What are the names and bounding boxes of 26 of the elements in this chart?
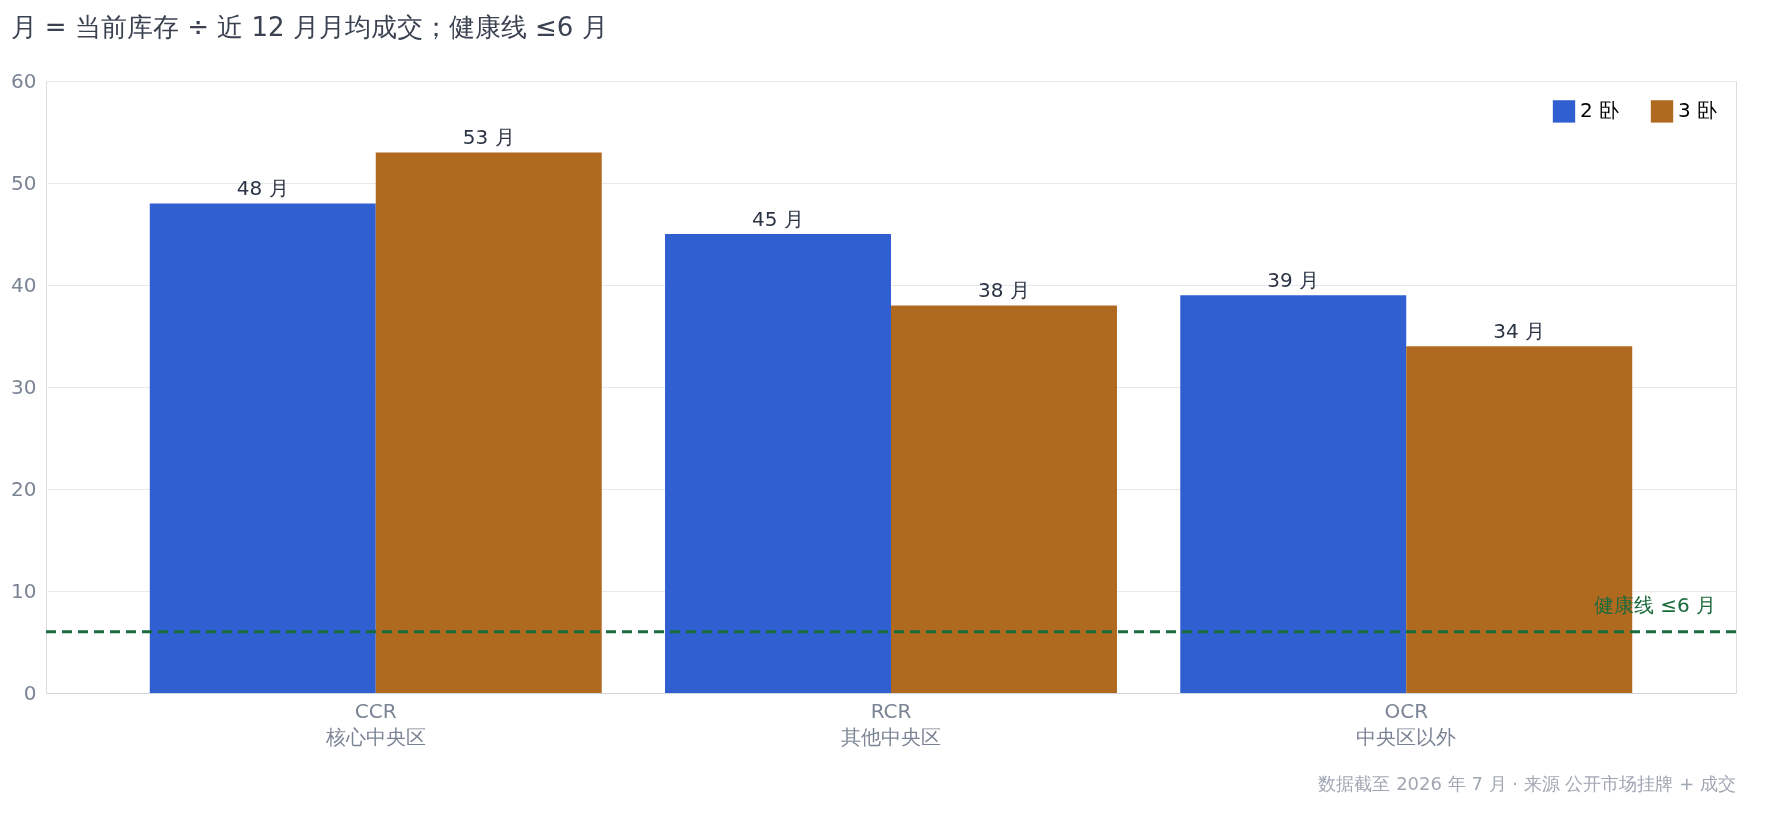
y-tick-label: 10 bbox=[11, 578, 37, 603]
chart-title: 月 = 当前库存 ÷ 近 12 月月均成交；健康线 ≤6 月 bbox=[10, 12, 608, 42]
y-tick-label: 50 bbox=[11, 170, 37, 195]
y-tick-label: 20 bbox=[11, 476, 37, 501]
bar bbox=[1180, 295, 1407, 693]
legend-label: 2 卧 bbox=[1580, 98, 1620, 123]
bar bbox=[891, 305, 1117, 693]
bar bbox=[375, 152, 602, 693]
legend-label: 3 卧 bbox=[1678, 98, 1718, 123]
data-label: 39 月 bbox=[1267, 268, 1320, 293]
bar bbox=[665, 234, 891, 693]
bar bbox=[149, 203, 376, 693]
y-tick-label: 40 bbox=[11, 272, 37, 297]
x-tick-label: OCR 中央区以外 bbox=[1356, 698, 1457, 749]
data-label: 53 月 bbox=[462, 125, 515, 150]
x-tick-label: RCR 其他中央区 bbox=[841, 698, 941, 749]
bar bbox=[1406, 346, 1633, 693]
y-tick-label: 60 bbox=[11, 68, 37, 93]
data-label: 38 月 bbox=[978, 278, 1030, 303]
x-tick-label: CCR 核心中央区 bbox=[324, 698, 426, 749]
y-tick-label: 0 bbox=[23, 680, 37, 705]
data-label: 45 月 bbox=[752, 207, 804, 231]
data-label: 48 月 bbox=[236, 176, 289, 201]
y-tick-label: 30 bbox=[11, 374, 37, 399]
data-label: 34 月 bbox=[1493, 319, 1546, 344]
text: 数据截至 2026 年 7 月 · 来源 公开市场挂牌 + 成交 bbox=[1318, 773, 1736, 794]
